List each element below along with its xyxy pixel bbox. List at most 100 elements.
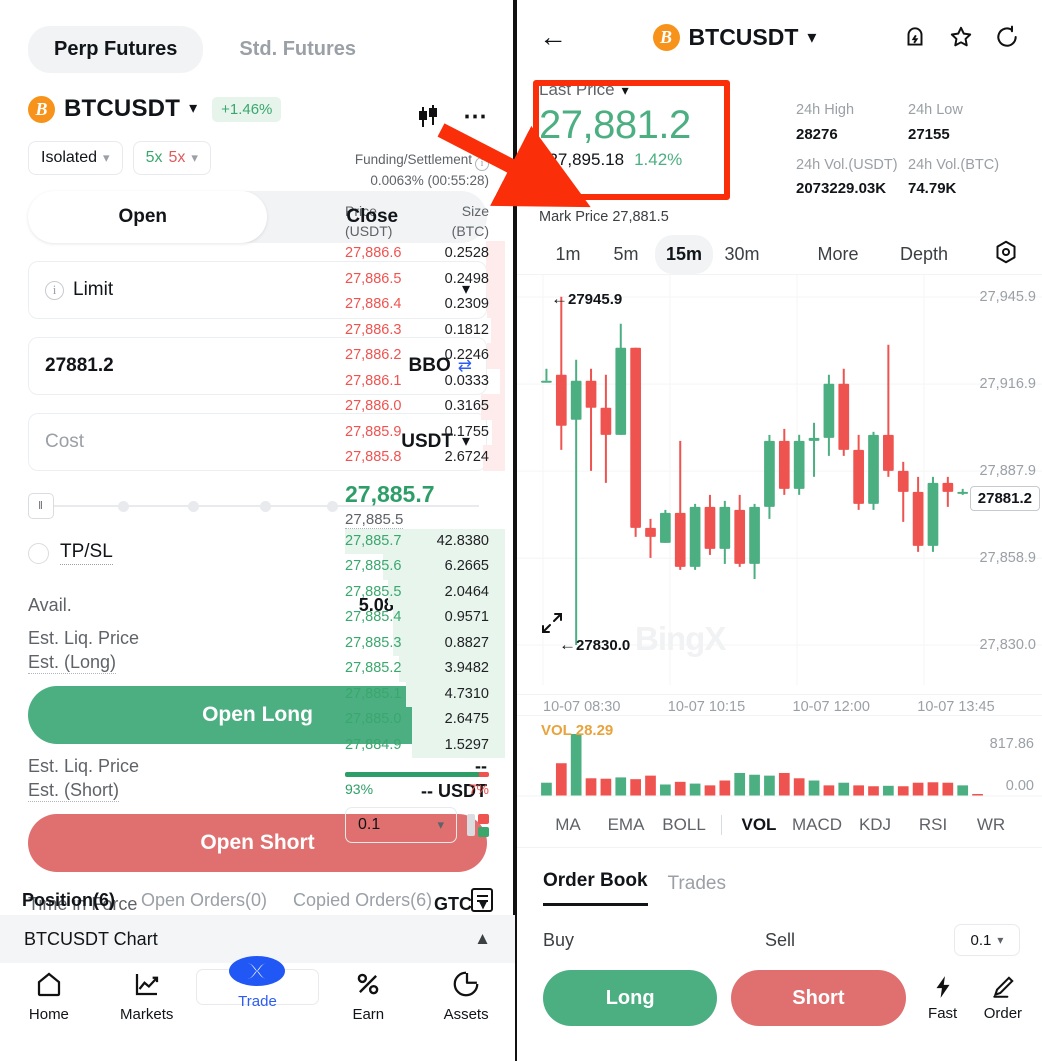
chevron-down-icon[interactable]: ▾: [807, 27, 817, 47]
chart-settings-button[interactable]: [992, 238, 1020, 271]
last-price-tag: 27881.2: [969, 486, 1040, 512]
orderbook-row[interactable]: 27,886.2 0.2246: [345, 343, 505, 369]
tick-size-select[interactable]: 0.1 ▾: [345, 807, 457, 844]
orderbook-row[interactable]: 27,885.3 0.8827: [345, 630, 505, 657]
margin-mode-selector[interactable]: Isolated ▾: [28, 141, 123, 175]
orderbook-row[interactable]: 27,885.0 2.6475: [345, 707, 505, 733]
nav-earn[interactable]: Earn: [319, 969, 417, 1023]
star-favorite-icon[interactable]: [948, 24, 974, 50]
slider-step-2[interactable]: [188, 500, 199, 512]
cost-unit: USDT: [401, 431, 453, 452]
expand-arrows-icon[interactable]: [539, 611, 565, 635]
tab-position[interactable]: Position(6): [22, 889, 115, 910]
orderbook-row[interactable]: 27,885.7 42.8380: [345, 528, 505, 555]
tpsl-checkbox[interactable]: [28, 542, 49, 564]
slider-step-1[interactable]: [118, 500, 129, 512]
volume-bar: [660, 784, 671, 797]
tab-copied-orders[interactable]: Copied Orders(6): [293, 889, 433, 910]
indicator-ma[interactable]: MA: [555, 815, 581, 835]
nav-home[interactable]: Home: [0, 969, 98, 1023]
orderbook-row[interactable]: 27,886.0 0.3165: [345, 394, 505, 420]
bid-rows: 27,885.7 42.8380 27,885.6 6.2665 27,885.5 2.0…: [345, 528, 505, 759]
tf-30m[interactable]: 30m: [724, 244, 760, 265]
orderbook-row[interactable]: 27,884.9 1.5297: [345, 732, 505, 759]
candle-body: [764, 441, 775, 508]
tab-perp-futures[interactable]: Perp Futures: [28, 26, 204, 73]
slider-step-3[interactable]: [260, 500, 271, 512]
orderbook-row[interactable]: 27,885.8 2.6724: [345, 445, 505, 471]
leverage-selector[interactable]: 5x 5x ▾: [132, 141, 211, 175]
chevron-down-icon[interactable]: ▾: [461, 433, 470, 450]
tf-depth[interactable]: Depth: [899, 244, 949, 265]
indicator-rsi[interactable]: RSI: [918, 815, 948, 835]
short-button[interactable]: Short: [731, 970, 906, 1027]
amount-slider[interactable]: ‖: [28, 493, 487, 519]
slider-step-4[interactable]: [327, 500, 338, 512]
orderbook-row[interactable]: 27,886.6 0.2528: [345, 241, 505, 267]
orderbook-row[interactable]: 27,885.6 6.2665: [345, 554, 505, 580]
slider-handle[interactable]: ‖: [28, 493, 54, 519]
nav-assets[interactable]: Assets: [417, 969, 515, 1023]
tf-1m[interactable]: 1m: [555, 244, 581, 265]
depth-bar: [485, 266, 505, 293]
price-input-field[interactable]: 27881.2 BBO ⇄: [28, 337, 487, 395]
indicator-kdj[interactable]: KDJ: [858, 815, 892, 835]
swap-icon[interactable]: ⇄: [457, 356, 472, 375]
tf-15m[interactable]: 15m: [655, 235, 713, 275]
right-tick-size-select[interactable]: 0.1 ▾: [954, 924, 1020, 957]
order-entry-button[interactable]: Order: [980, 974, 1026, 1022]
orderbook-row[interactable]: 27,885.9 0.1755: [345, 419, 505, 446]
volume-bar: [942, 782, 954, 797]
orderbook-row[interactable]: 27,885.1 4.7310: [345, 681, 505, 708]
tab-open[interactable]: Open: [118, 206, 168, 227]
price-type-selector[interactable]: Last Price ▾: [539, 80, 738, 100]
tab-close[interactable]: Close: [346, 206, 399, 227]
price-input-value[interactable]: 27881.2: [45, 355, 114, 376]
orderbook-row[interactable]: 27,886.4 0.2309: [345, 292, 505, 318]
col-price-header: Price (USDT): [345, 201, 419, 242]
long-est-label: Est. (Long): [28, 652, 117, 674]
chart-drawer-bar[interactable]: BTCUSDT Chart ▲: [0, 915, 515, 963]
cost-input-field[interactable]: Cost USDT ▾: [28, 413, 487, 471]
indicator-macd[interactable]: MACD: [791, 815, 843, 835]
candle-body: [541, 381, 552, 384]
nav-markets[interactable]: Markets: [98, 969, 196, 1023]
orderbook-row[interactable]: 27,885.4 0.9571: [345, 605, 505, 631]
orderbook-row[interactable]: 27,885.5 2.0464: [345, 579, 505, 606]
tf-more[interactable]: More: [817, 244, 859, 265]
nav-trade[interactable]: Trade: [195, 956, 320, 1010]
alert-bell-icon[interactable]: [902, 24, 928, 50]
chevron-down-icon: ▾: [997, 933, 1004, 948]
orderbook-view-toggle-icon[interactable]: [467, 813, 489, 837]
chevron-up-icon[interactable]: ▲: [474, 929, 491, 948]
orderbook-row[interactable]: 27,886.5 0.2498: [345, 266, 505, 293]
orderbook-row[interactable]: 27,886.3 0.1812: [345, 317, 505, 344]
long-button[interactable]: Long: [543, 970, 718, 1027]
fast-trade-button[interactable]: Fast: [920, 974, 966, 1022]
tpsl-row[interactable]: TP/SL: [0, 519, 515, 565]
indicator-boll[interactable]: BOLL: [662, 815, 706, 835]
stat-24h-vol-btc-value: 74.79K: [908, 180, 957, 198]
candlestick-chart[interactable]: ←27945.9 ←27830.0 BingX 27,945.9 27,916.…: [517, 274, 1042, 694]
tab-trades[interactable]: Trades: [667, 873, 726, 895]
refresh-icon[interactable]: [994, 24, 1020, 50]
tab-std-futures[interactable]: Std. Futures: [239, 38, 357, 60]
tab-open-orders[interactable]: Open Orders(0): [141, 889, 268, 910]
tf-5m[interactable]: 5m: [613, 244, 639, 265]
indicator-vol[interactable]: VOL: [741, 815, 777, 835]
chevron-down-icon[interactable]: ▾: [189, 100, 198, 117]
right-pair-selector[interactable]: B BTCUSDT ▾: [652, 23, 817, 51]
candlestick-icon[interactable]: [419, 105, 441, 129]
orderbook-row[interactable]: 27,885.2 3.9482: [345, 656, 505, 682]
back-arrow-icon[interactable]: ←: [539, 21, 567, 52]
chevron-down-icon: ▾: [437, 817, 444, 833]
orderbook-row[interactable]: 27,886.1 0.0333: [345, 368, 505, 395]
tab-order-book[interactable]: Order Book: [543, 870, 648, 907]
indicator-wr[interactable]: WR: [976, 815, 1006, 835]
pair-selector-row[interactable]: B BTCUSDT ▾ +1.46%: [0, 73, 515, 123]
bbo-button[interactable]: BBO: [408, 355, 451, 376]
time-in-force-row[interactable]: Time in Force GTC ▾: [0, 872, 515, 915]
indicator-ema[interactable]: EMA: [607, 815, 645, 835]
order-history-icon[interactable]: [471, 888, 493, 912]
more-options-icon[interactable]: ⋯: [463, 103, 489, 130]
